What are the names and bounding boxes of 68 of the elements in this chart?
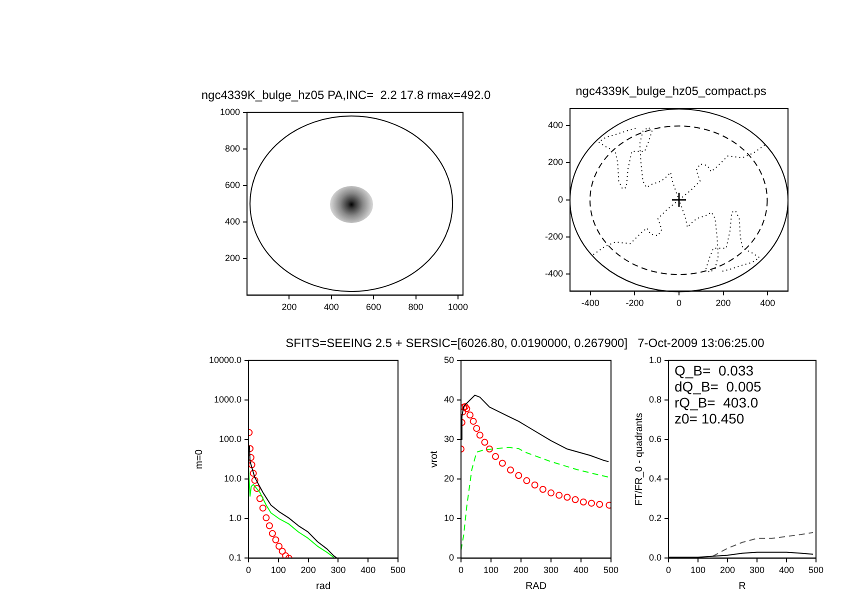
- y-tick-label: 800: [224, 143, 240, 154]
- chart-title: ngc4339K_bulge_hz05 PA,INC= 2.2 17.8 rmax=492.0: [201, 88, 491, 102]
- x-tick-label: 500: [390, 565, 406, 576]
- x-tick-label: 500: [603, 565, 619, 576]
- x-tick-label: 600: [366, 302, 382, 312]
- y-tick-label: 10.0: [224, 474, 242, 484]
- y-axis-title: FT/FR_0 - quadrants: [634, 412, 645, 506]
- y-tick-label: -200: [545, 231, 564, 242]
- y-tick-label: 0.8: [648, 394, 662, 404]
- x-tick-label: 100: [690, 565, 706, 576]
- x-tick-label: 0: [246, 565, 252, 576]
- y-tick-label: 200: [224, 253, 240, 264]
- y-tick-label: 600: [224, 180, 240, 190]
- y-axis-title: vrot: [428, 450, 440, 468]
- y-tick-label: 400: [224, 216, 240, 227]
- x-axis-title: R: [738, 580, 746, 592]
- y-tick-label: 0.2: [648, 513, 662, 524]
- y-tick-label: 10: [444, 513, 454, 524]
- y-tick-label: 40: [444, 394, 454, 404]
- y-tick-label: 0.0: [648, 552, 662, 563]
- x-tick-label: 400: [760, 298, 776, 308]
- x-tick-label: 800: [408, 302, 424, 312]
- y-tick-label: 20: [444, 474, 454, 484]
- x-tick-label: 400: [573, 565, 589, 576]
- y-tick-label: 0.4: [648, 474, 662, 484]
- x-tick-label: 200: [300, 565, 316, 576]
- x-tick-label: -200: [626, 298, 644, 308]
- x-tick-label: 500: [808, 565, 824, 576]
- y-tick-label: 1.0: [229, 513, 242, 524]
- x-axis-title: RAD: [525, 580, 547, 592]
- x-tick-label: 100: [270, 565, 286, 576]
- y-tick-label: 0: [448, 552, 454, 563]
- y-tick-label: 30: [444, 434, 454, 444]
- annotation: rQ_B= 403.0: [674, 394, 758, 410]
- y-tick-label: -400: [545, 268, 564, 279]
- x-tick-label: 200: [720, 565, 736, 576]
- x-tick-label: 300: [330, 565, 346, 576]
- x-tick-label: 0: [676, 298, 682, 308]
- x-tick-label: 0: [666, 565, 672, 576]
- annotation: dQ_B= 0.005: [674, 378, 762, 394]
- x-axis-title: rad: [316, 580, 330, 592]
- y-tick-label: 1.0: [648, 354, 662, 365]
- x-tick-label: 400: [360, 565, 376, 576]
- y-tick-label: 400: [548, 120, 564, 130]
- y-axis-title: m=0: [194, 448, 205, 470]
- x-tick-label: 300: [749, 565, 765, 576]
- annotation: z0= 10.450: [674, 410, 744, 426]
- x-tick-label: -400: [581, 298, 600, 308]
- x-tick-label: 0: [458, 565, 464, 576]
- y-tick-label: 0.6: [648, 434, 662, 444]
- y-tick-label: 0: [558, 194, 564, 204]
- y-tick-label: 100.0: [219, 434, 242, 444]
- y-tick-label: 200: [548, 157, 564, 168]
- chart-title: SFITS=SEEING 2.5 + SERSIC=[6026.80, 0.0190000, 0.267900] 7-Oct-2009 13:06:25.00: [286, 336, 764, 350]
- annotation: Q_B= 0.033: [674, 362, 754, 378]
- chart-title: ngc4339K_bulge_hz05_compact.ps: [576, 84, 766, 98]
- y-tick-label: 0.1: [229, 552, 242, 563]
- x-tick-label: 400: [324, 302, 339, 312]
- x-tick-label: 300: [543, 565, 559, 576]
- y-tick-label: 1000: [220, 106, 240, 117]
- x-tick-label: 200: [513, 565, 529, 576]
- x-tick-label: 200: [716, 298, 731, 308]
- y-tick-label: 50: [444, 354, 454, 365]
- x-tick-label: 400: [778, 565, 794, 576]
- y-tick-label: 1000.0: [214, 394, 242, 404]
- x-tick-label: 200: [282, 302, 297, 312]
- y-tick-label: 10000.0: [208, 354, 242, 365]
- x-tick-label: 100: [483, 565, 499, 576]
